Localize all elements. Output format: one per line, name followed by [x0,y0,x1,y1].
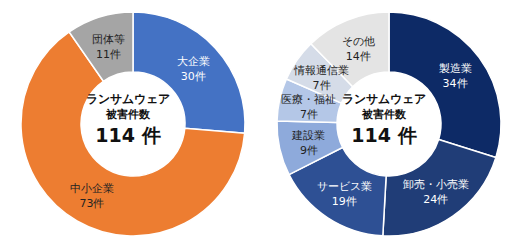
svg-text:情報通信業7件: 情報通信業7件 [293,64,349,92]
svg-text:サービス業19件: サービス業19件 [317,180,372,208]
html-text:ランサムウェア: ランサムウェア [86,92,170,106]
svg-text:中小企業73件: 中小企業73件 [70,182,114,210]
svg-text:卸売・小売業24件: 卸売・小売業24件 [403,178,469,206]
svg-text:建設業9件: 建設業9件 [291,129,325,157]
html-text:114 件: 114 件 [351,124,417,146]
html-text:被害件数: 被害件数 [106,108,150,121]
svg-text:医療・福祉7件: 医療・福祉7件 [281,93,336,121]
html-text:ランサムウェア: ランサムウェア [342,92,426,106]
svg-text:大企業30件: 大企業30件 [177,55,210,83]
svg-text:その他14件: その他14件 [342,35,375,63]
html-text:114 件: 114 件 [95,124,161,146]
svg-text:製造業34件: 製造業34件 [439,62,472,90]
html-text:被害件数: 被害件数 [362,108,406,121]
svg-text:団体等11件: 団体等11件 [92,33,125,61]
